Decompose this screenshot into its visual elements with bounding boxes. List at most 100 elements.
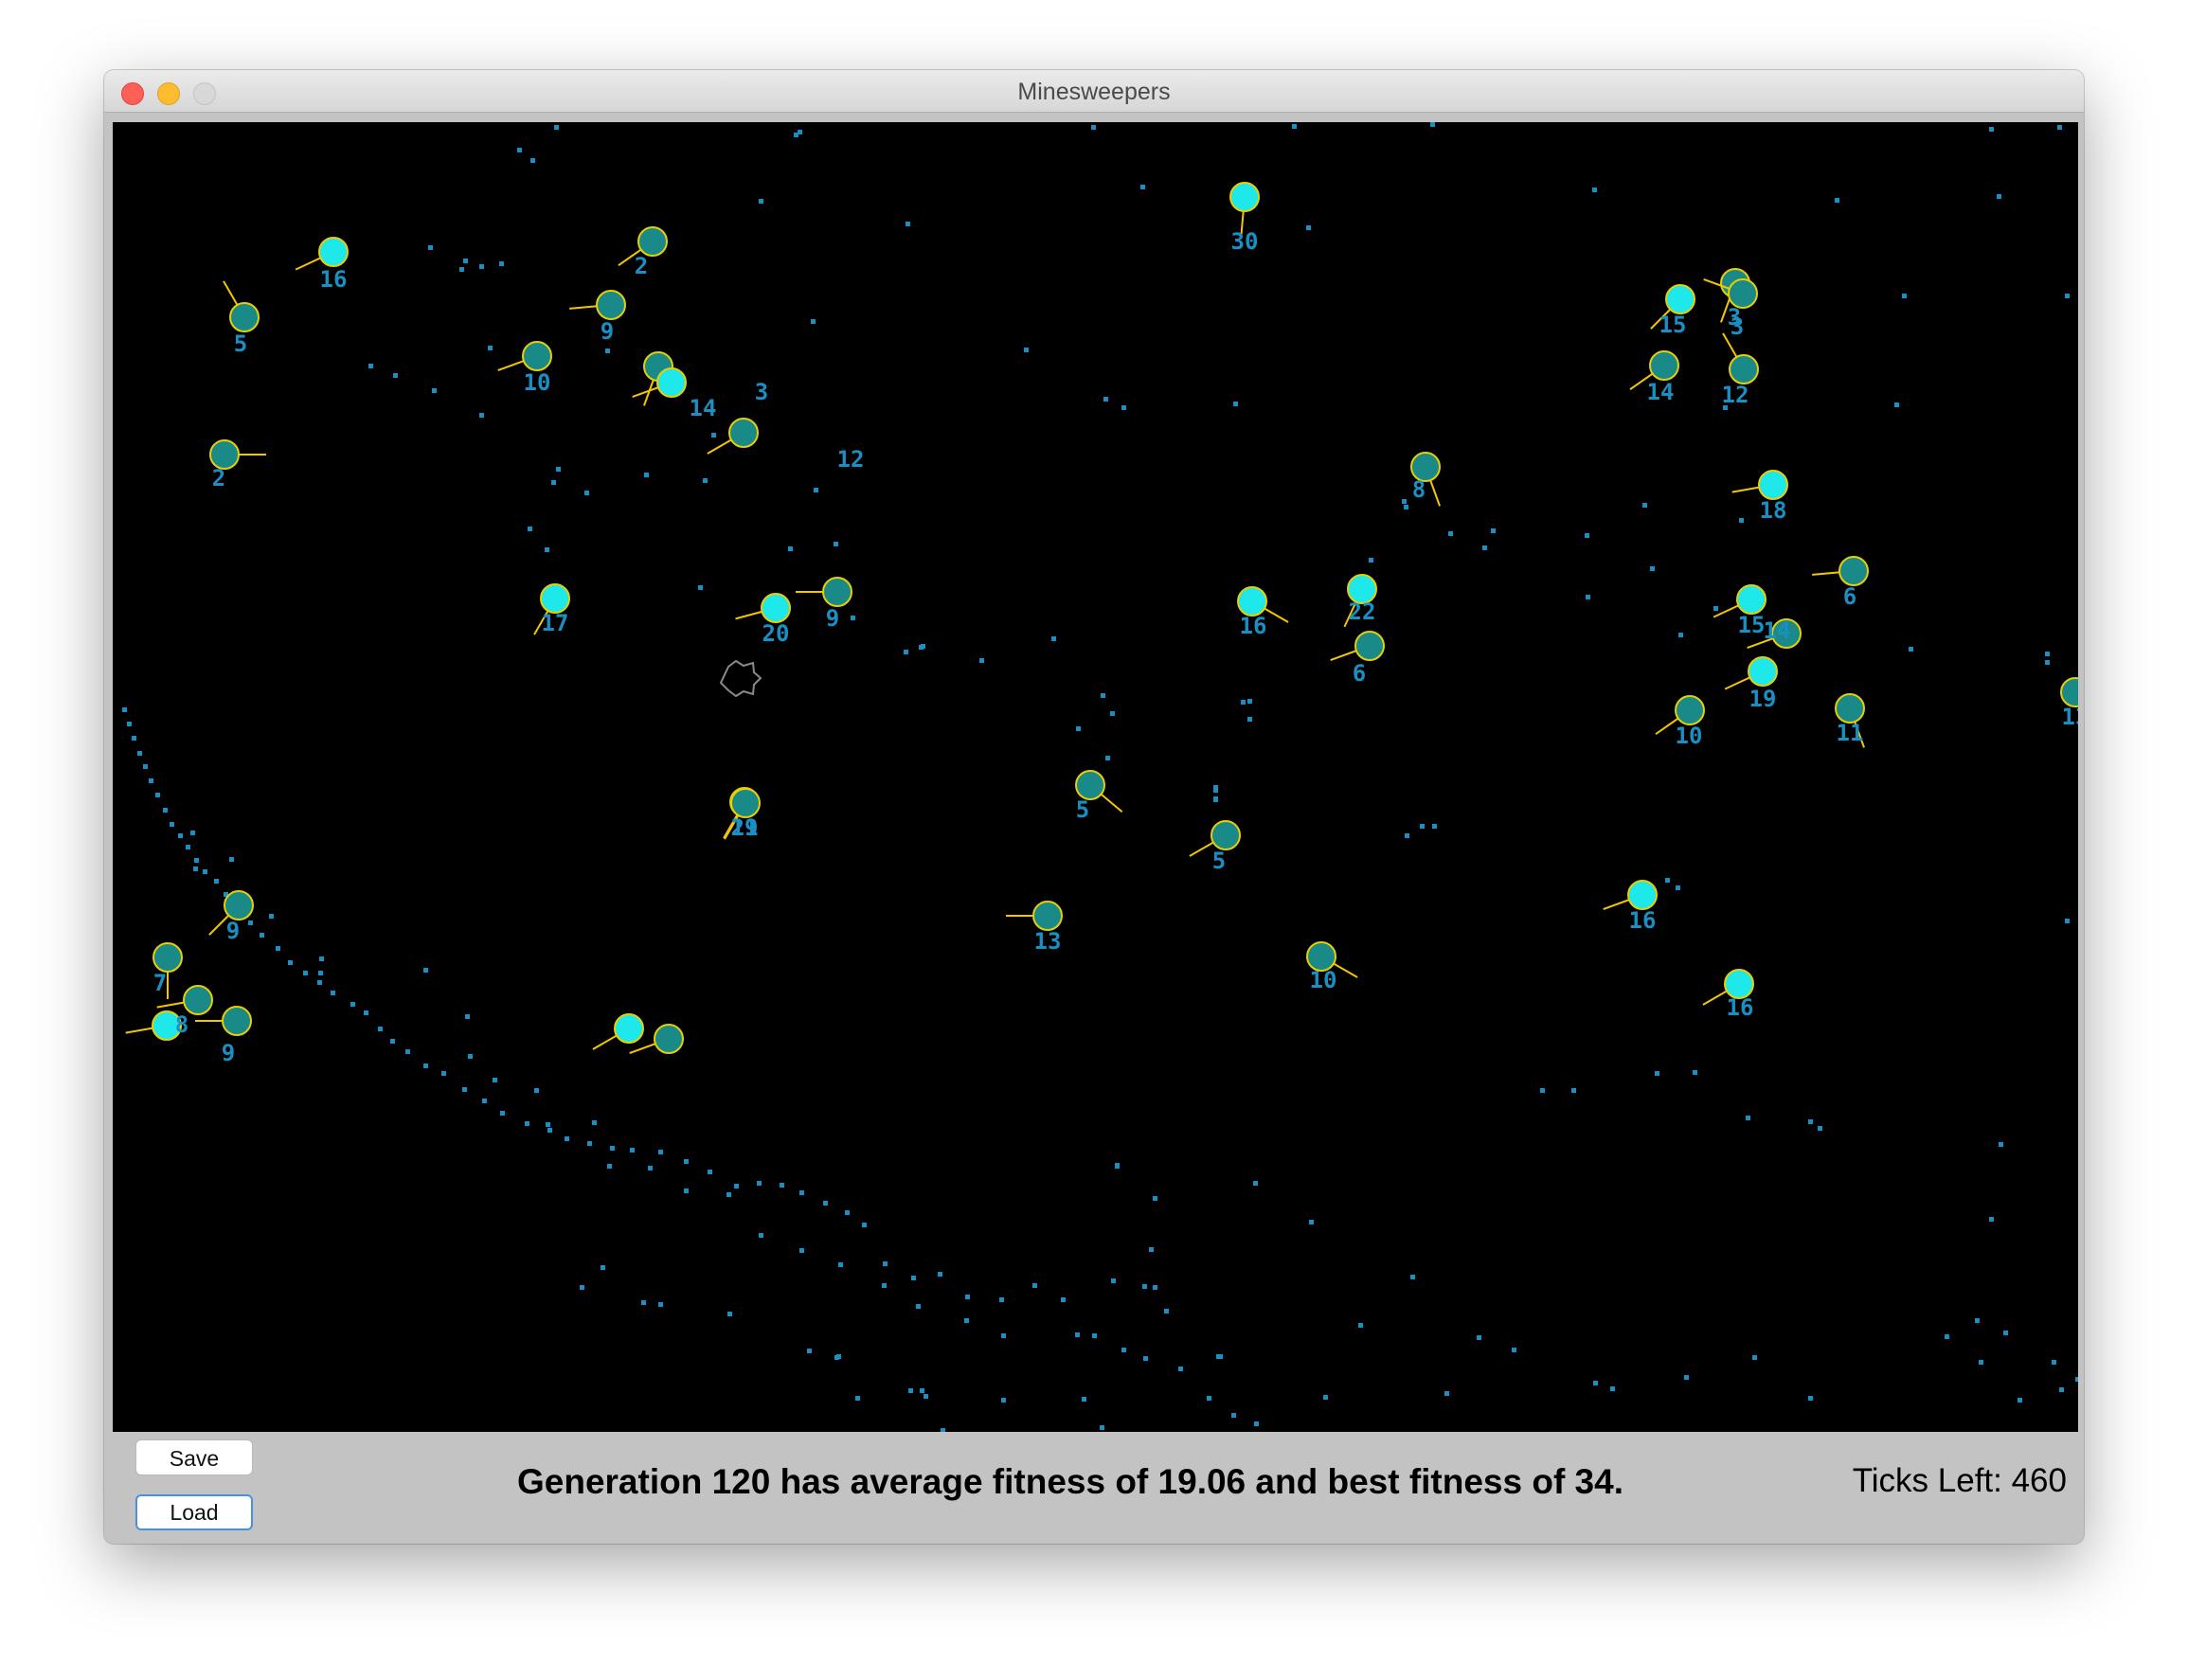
sweeper-body <box>822 577 852 607</box>
mine <box>149 778 153 783</box>
sweeper-body <box>152 942 183 973</box>
sweeper-fitness-label: 5 <box>1076 796 1089 823</box>
mine <box>1076 726 1081 731</box>
sweeper-fitness-label: 22 <box>1349 599 1376 625</box>
minesweeper-agent: 5 <box>1189 820 1241 874</box>
mine <box>319 956 324 961</box>
mine <box>528 527 532 531</box>
sweeper-body <box>229 302 260 332</box>
minesweeper-agent: 6 <box>1330 631 1385 687</box>
sweeper-fitness-label: 3 <box>1728 304 1741 331</box>
mine <box>1101 693 1105 698</box>
load-button[interactable]: Load <box>135 1494 253 1530</box>
mine <box>2045 660 2050 665</box>
mine <box>2003 1331 2008 1335</box>
sweeper-body <box>224 890 254 920</box>
mine <box>224 892 228 897</box>
minesweeper-agent: 13 <box>1006 901 1063 955</box>
mine <box>1752 1355 1757 1360</box>
mine <box>193 867 198 871</box>
close-window-button[interactable] <box>121 82 144 105</box>
mine <box>463 259 468 263</box>
minimize-window-button[interactable] <box>157 82 180 105</box>
mine <box>1309 1220 1314 1224</box>
mine <box>1213 788 1218 793</box>
zoom-window-button[interactable] <box>193 82 216 105</box>
mine <box>1075 1332 1080 1337</box>
minesweeper-agent: 10 <box>1306 941 1358 993</box>
sweeper-fitness-label: 15 <box>1659 312 1687 338</box>
mine <box>1835 198 1839 203</box>
mine <box>1115 1164 1120 1169</box>
mine <box>288 960 293 965</box>
sweeper-body <box>654 1024 684 1054</box>
mine <box>428 245 433 250</box>
sweeper-fitness-label: 30 <box>1231 228 1259 255</box>
mine <box>468 1054 473 1059</box>
sweeper-fitness-label: 12 <box>837 446 865 473</box>
sweeper-body <box>522 341 552 371</box>
mine <box>807 1349 812 1353</box>
mine <box>499 261 504 266</box>
simulation-arena: 16 2 30 5 9 10 3 14 12 2 15 3 3 14 12 8 18 17 20 9 16 22 6 6 15 1… <box>113 122 2078 1432</box>
mine <box>194 858 199 863</box>
mine <box>1358 1323 1363 1328</box>
sweeper-fitness-label: 9 <box>226 918 240 944</box>
sweeper-body <box>1075 770 1105 800</box>
sweeper-body <box>1306 941 1336 972</box>
save-button[interactable]: Save <box>135 1439 253 1475</box>
ticks-left: Ticks Left: 460 <box>1852 1462 2067 1499</box>
mine <box>592 1120 597 1125</box>
mine <box>1213 797 1218 802</box>
minesweeper-agent: 9 <box>208 890 254 944</box>
mine <box>423 968 428 973</box>
minesweeper-agent: 8 <box>125 1010 188 1041</box>
mine <box>534 1088 539 1093</box>
mine <box>1902 294 1907 298</box>
mine <box>1642 503 1647 508</box>
mine <box>1051 636 1056 641</box>
sweeper-fitness-label: 14 <box>690 395 717 421</box>
mine <box>350 1002 355 1007</box>
sweeper-fitness-label: 16 <box>1629 907 1657 934</box>
mine <box>799 1248 804 1253</box>
mine <box>1444 1391 1449 1396</box>
minesweeper-agent: 16 <box>1237 586 1289 639</box>
mine <box>1306 225 1311 230</box>
sweeper-body <box>637 226 668 257</box>
mine <box>2052 1360 2056 1365</box>
minesweeper-agent: 2 <box>209 439 266 491</box>
mine <box>441 1071 446 1076</box>
mine <box>2057 125 2062 130</box>
sweeper-body <box>2060 677 2078 707</box>
mine <box>565 1136 569 1141</box>
mine <box>1111 1278 1116 1283</box>
mine <box>1989 1217 1994 1222</box>
sweeper-body <box>1758 470 1788 500</box>
mine <box>1477 1335 1481 1340</box>
mine <box>393 373 398 378</box>
mine <box>1103 397 1108 402</box>
mine <box>1665 878 1670 883</box>
mine <box>186 845 190 849</box>
mine <box>1684 1375 1689 1380</box>
mine <box>644 473 649 477</box>
mine <box>390 1039 395 1044</box>
sweeper-body <box>1649 350 1679 381</box>
mine <box>1945 1334 1949 1339</box>
mine <box>432 388 437 393</box>
mine <box>155 793 160 797</box>
mine <box>1593 1381 1598 1385</box>
mine <box>658 1150 663 1154</box>
minesweeper-agent: 9 <box>569 290 626 345</box>
mine <box>1571 1088 1576 1093</box>
minesweeper-agent: 3 <box>1703 278 1758 340</box>
mine <box>1410 1275 1415 1279</box>
mine <box>726 1192 731 1197</box>
sweeper-fitness-label: 2 <box>212 465 225 491</box>
mine <box>834 542 838 546</box>
sweeper-body <box>1665 284 1695 314</box>
mine <box>1207 1396 1211 1401</box>
sweeper-body <box>318 237 349 267</box>
mine <box>1032 1283 1037 1288</box>
